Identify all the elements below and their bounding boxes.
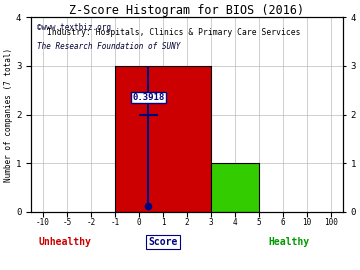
Title: Z-Score Histogram for BIOS (2016): Z-Score Histogram for BIOS (2016) <box>69 4 305 17</box>
Text: Healthy: Healthy <box>268 237 310 247</box>
Text: Industry: Hospitals, Clinics & Primary Care Services: Industry: Hospitals, Clinics & Primary C… <box>47 28 300 37</box>
Text: 0.3918: 0.3918 <box>132 93 165 102</box>
Bar <box>211 163 259 212</box>
Bar <box>115 66 211 212</box>
Y-axis label: Number of companies (7 total): Number of companies (7 total) <box>4 48 13 182</box>
Text: Unhealthy: Unhealthy <box>38 237 91 247</box>
Text: Score: Score <box>148 237 177 247</box>
Text: The Research Foundation of SUNY: The Research Foundation of SUNY <box>37 42 181 52</box>
Text: ©www.textbiz.org: ©www.textbiz.org <box>37 23 111 32</box>
